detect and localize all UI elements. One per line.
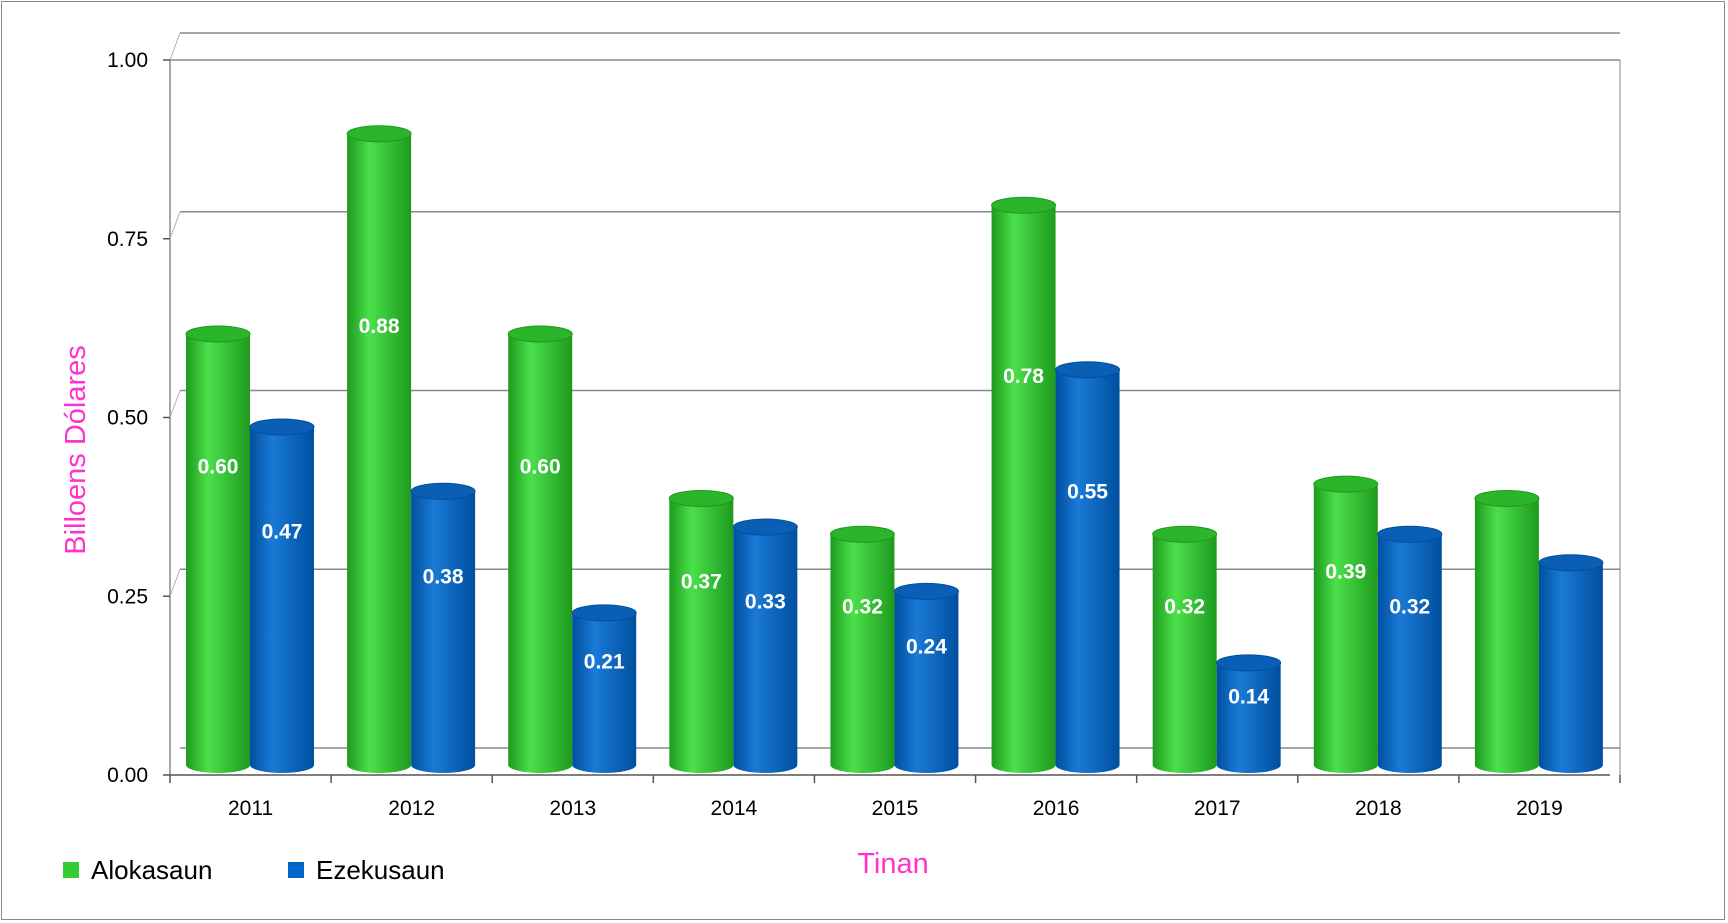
bar-ezekusaun-2011 bbox=[249, 418, 315, 773]
bar-alokasaun-2015 bbox=[829, 525, 895, 773]
data-label: 0.60 bbox=[520, 455, 561, 478]
x-tick-label: 2017 bbox=[1194, 797, 1241, 820]
legend-label: Ezekusaun bbox=[316, 855, 445, 885]
bar-ezekusaun-2013 bbox=[571, 604, 637, 773]
data-label: 0.21 bbox=[584, 650, 625, 673]
x-tick-label: 2016 bbox=[1033, 797, 1080, 820]
data-label: 0.14 bbox=[1228, 686, 1269, 709]
data-label: 0.88 bbox=[359, 315, 400, 338]
bars bbox=[185, 125, 1604, 774]
legend-swatch bbox=[288, 862, 304, 878]
x-tick-label: 2018 bbox=[1355, 797, 1402, 820]
bar-ezekusaun-2016 bbox=[1055, 361, 1121, 773]
bar-alokasaun-2011 bbox=[185, 325, 251, 773]
x-tick-label: 2011 bbox=[228, 797, 273, 820]
x-axis-ticks: 2011 2012 2013 2014 2015 2016 2017 2018 2019 bbox=[169, 775, 1621, 820]
y-tick-label: 1.00 bbox=[107, 49, 148, 72]
data-labels: 0.60 0.47 0.88 0.38 0.60 0.21 0.37 0.33 0.32 0.24… bbox=[198, 315, 1431, 708]
bar-alokasaun-2017 bbox=[1152, 525, 1218, 773]
y-tick-label: 0.75 bbox=[107, 228, 148, 251]
data-label: 0.39 bbox=[1325, 560, 1366, 583]
bar-alokasaun-2019 bbox=[1474, 489, 1540, 773]
x-tick-label: 2013 bbox=[549, 797, 596, 820]
legend-item-ezekusaun: Ezekusaun bbox=[288, 855, 445, 885]
y-tick-label: 0.25 bbox=[107, 585, 148, 608]
bar-ezekusaun-2018 bbox=[1377, 525, 1443, 773]
x-tick-label: 2012 bbox=[388, 797, 435, 820]
bar-alokasaun-2018 bbox=[1313, 475, 1379, 773]
data-label: 0.24 bbox=[906, 635, 947, 658]
data-label: 0.47 bbox=[262, 520, 303, 543]
bar-ezekusaun-2014 bbox=[732, 518, 798, 773]
legend-swatch bbox=[63, 862, 79, 878]
y-tick-label: 0.00 bbox=[107, 764, 148, 787]
data-label: 0.32 bbox=[1164, 595, 1205, 618]
data-label: 0.32 bbox=[842, 595, 883, 618]
data-label: 0.33 bbox=[745, 590, 786, 613]
data-label: 0.32 bbox=[1389, 595, 1430, 618]
bar-alokasaun-2014 bbox=[668, 489, 734, 773]
y-tick-label: 0.50 bbox=[107, 407, 148, 430]
x-axis-title: Tinan bbox=[857, 848, 928, 880]
data-label: 0.55 bbox=[1067, 480, 1108, 503]
bar-alokasaun-2013 bbox=[507, 325, 573, 773]
x-tick-label: 2015 bbox=[872, 797, 919, 820]
data-label: 0.78 bbox=[1003, 365, 1044, 388]
x-tick-label: 2014 bbox=[711, 797, 758, 820]
y-axis-title: Billoens Dólares bbox=[60, 345, 92, 555]
legend: Alokasaun Ezekusaun bbox=[63, 855, 445, 885]
data-label: 0.60 bbox=[198, 455, 239, 478]
legend-item-alokasaun: Alokasaun bbox=[63, 855, 212, 885]
bar-ezekusaun-2019 bbox=[1538, 554, 1604, 773]
bar-ezekusaun-2017 bbox=[1216, 654, 1282, 773]
y-axis-ticks: 0.00 0.25 0.50 0.75 1.00 bbox=[107, 49, 170, 787]
data-label: 0.38 bbox=[423, 565, 464, 588]
data-label: 0.37 bbox=[681, 570, 722, 593]
bar-ezekusaun-2015 bbox=[893, 582, 959, 773]
legend-label: Alokasaun bbox=[91, 855, 212, 885]
bar-ezekusaun-2012 bbox=[410, 482, 476, 773]
x-tick-label: 2019 bbox=[1516, 797, 1563, 820]
bar-alokasaun-2012 bbox=[346, 125, 412, 774]
bar-alokasaun-2016 bbox=[991, 196, 1057, 774]
